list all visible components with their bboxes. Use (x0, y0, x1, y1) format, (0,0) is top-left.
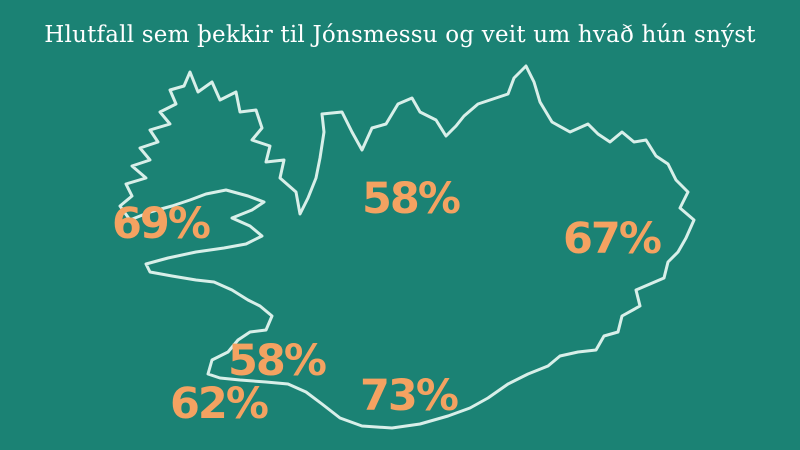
map-title: Hlutfall sem þekkir til Jónsmessu og vei… (44, 22, 756, 48)
region-east-value: 67% (563, 214, 662, 264)
iceland-outline (118, 64, 696, 430)
region-capital-value: 58% (228, 336, 327, 386)
region-southwest-value: 62% (170, 379, 269, 429)
region-south-value: 73% (360, 371, 459, 421)
region-north-value: 58% (362, 174, 461, 224)
region-west-value: 69% (112, 199, 211, 249)
